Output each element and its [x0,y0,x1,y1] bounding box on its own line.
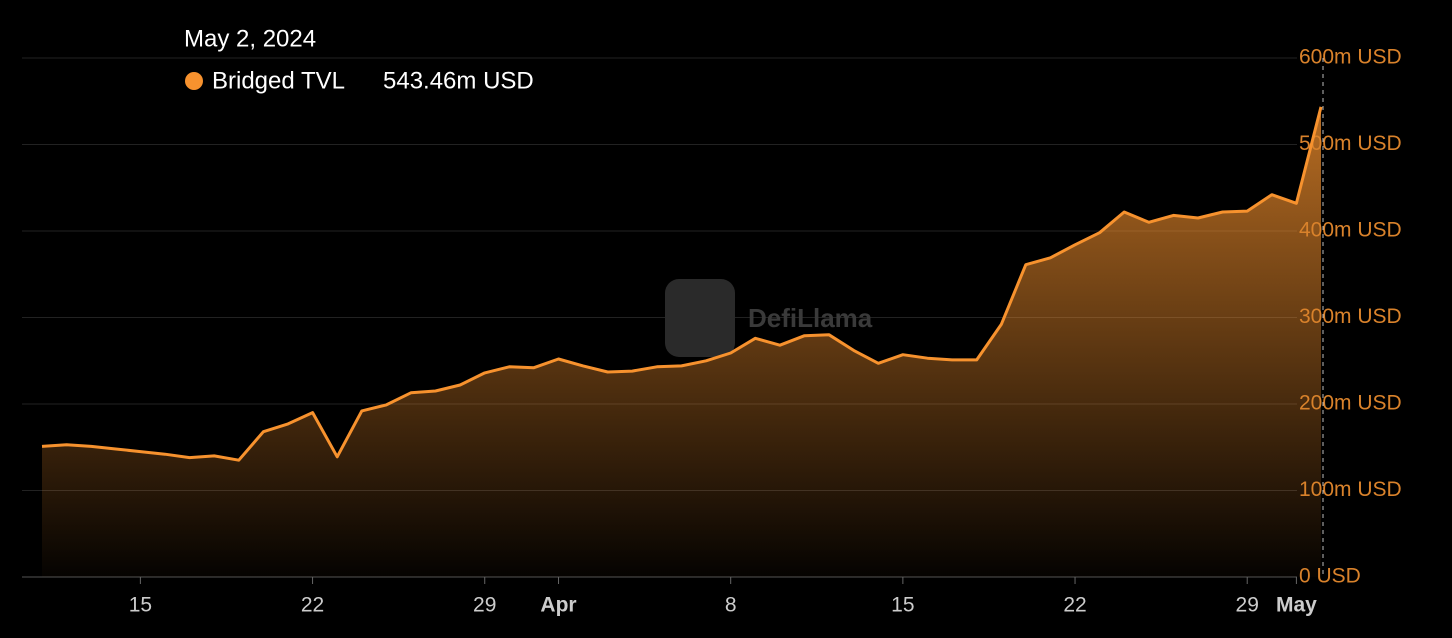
x-tick-label: 22 [301,594,324,617]
line [41,106,1323,462]
y-tick-label: 500m USD [1299,132,1402,155]
watermark-text: DefiLlama [748,303,873,333]
x-tick-label: Apr [540,594,576,617]
tooltip-title: May 2, 2024 [184,25,316,52]
y-tick-label: 100m USD [1299,478,1402,501]
x-tick-label: 15 [891,594,914,617]
x-tick-label: 29 [473,594,496,617]
x-tick-label: 22 [1063,594,1086,617]
x-tick-label: 29 [1236,594,1259,617]
y-tick-label: 600m USD [1299,46,1402,69]
tooltip-value: 543.46m USD [383,67,534,94]
y-tick-label: 400m USD [1299,219,1402,242]
y-tick-label: 0 USD [1299,565,1361,588]
y-tick-label: 300m USD [1299,305,1402,328]
x-tick-label: 15 [129,594,152,617]
legend-dot [185,72,203,90]
x-tick-label: 8 [725,594,737,617]
watermark-logo [665,279,735,357]
y-tick-label: 200m USD [1299,392,1402,415]
area-fill [42,106,1321,578]
legend-label: Bridged TVL [212,67,345,94]
x-tick-label: May [1276,594,1317,617]
watermark: DefiLlama [665,279,873,357]
